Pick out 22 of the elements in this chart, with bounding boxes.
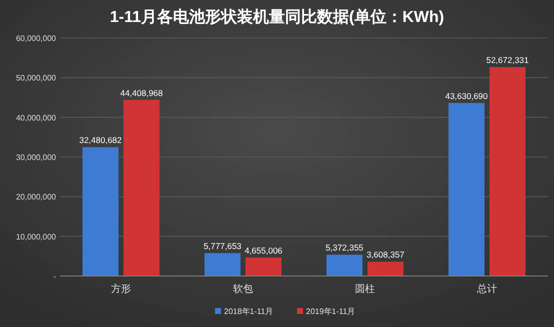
y-tick-label: 20,000,000 (16, 192, 57, 202)
x-tick-label: 软包 (233, 283, 253, 295)
y-tick-label: 60,000,000 (16, 34, 57, 43)
y-tick-label: 50,000,000 (16, 74, 57, 83)
data-label: 43,630,690 (445, 90, 488, 101)
chart-title: 1-11月各电池形状装机量同比数据(单位：KWh) (110, 8, 444, 26)
data-label: 3,608,357 (366, 250, 405, 260)
y-tick-label: 40,000,000 (16, 113, 57, 122)
legend-label: 2019年1-11月 (306, 307, 356, 316)
x-tick-label: 圆柱 (355, 283, 375, 295)
data-label: 32,480,682 (79, 135, 122, 146)
x-tick-label: 方形 (111, 283, 131, 295)
data-label: 5,777,653 (204, 241, 242, 252)
data-label: 44,408,968 (120, 88, 164, 98)
y-tick-label: - (53, 272, 56, 281)
y-tick-label: 10,000,000 (16, 232, 57, 242)
legend-label: 2018年1-11月 (224, 307, 274, 316)
data-label: 4,655,006 (244, 246, 283, 256)
x-tick-label: 总计 (476, 283, 497, 295)
data-label: 5,372,355 (326, 242, 364, 253)
y-tick-label: 30,000,000 (16, 153, 57, 162)
data-label: 52,672,331 (486, 55, 530, 66)
